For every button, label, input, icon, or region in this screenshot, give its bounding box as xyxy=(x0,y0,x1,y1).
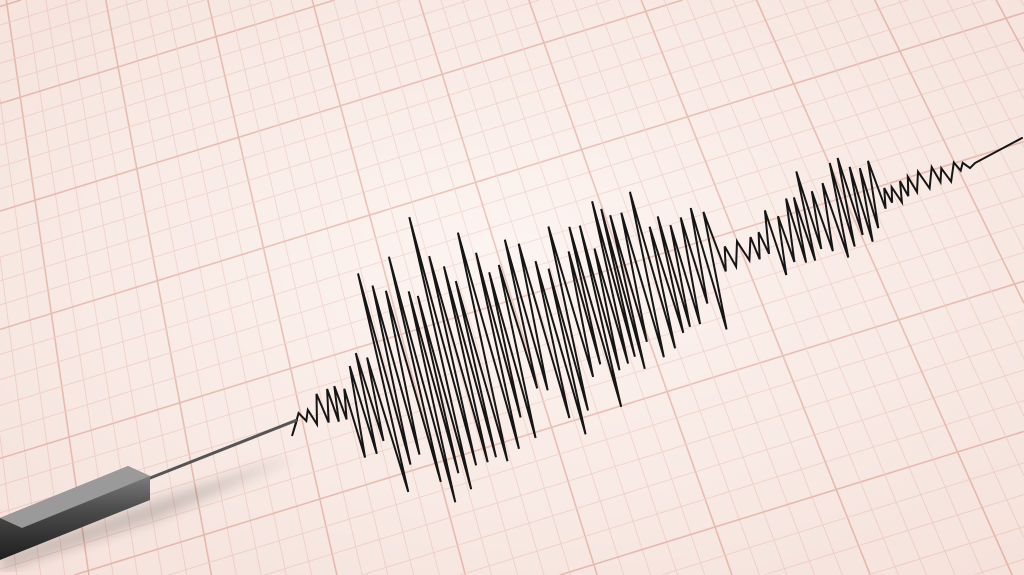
seismic-trace xyxy=(291,137,1023,503)
seismograph-stylus-icon xyxy=(0,418,298,572)
